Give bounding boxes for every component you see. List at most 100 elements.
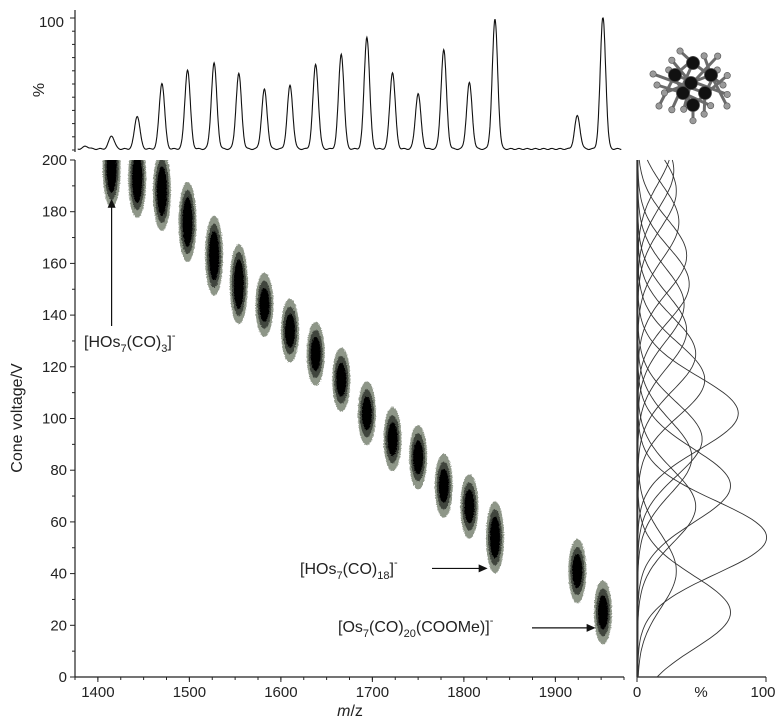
osmium-atom <box>668 68 682 82</box>
osmium-atom <box>686 56 700 70</box>
x-tick-label-1700: 1700 <box>356 684 389 701</box>
ligand-atom <box>723 90 731 98</box>
heatmap-spots <box>102 160 612 645</box>
right-x-axis-label: % <box>694 684 707 701</box>
ligand-atom <box>668 106 676 114</box>
profile-curve-15 <box>637 159 677 677</box>
x-tick-label-1400: 1400 <box>81 684 114 701</box>
annotation-os7-co20-coome: [Os7(CO)20(COOMe)]- <box>338 615 596 640</box>
y-tick-label-140: 140 <box>42 307 67 324</box>
heatmap-spot <box>306 321 325 386</box>
ligand-atom <box>723 102 731 110</box>
heatmap-spot <box>205 215 224 296</box>
ligand-atom <box>700 52 708 60</box>
annotation-hos7-co3: [HOs7(CO)3]- <box>84 198 176 355</box>
spot-core <box>489 516 500 559</box>
top-spectrum-line <box>77 17 622 151</box>
top-spectrum-panel: 100 % <box>31 10 622 152</box>
profile-curve-1 <box>637 160 677 678</box>
spot-core <box>310 336 321 371</box>
annotation-hos7-co18-arrowhead <box>478 564 488 573</box>
spot-core <box>387 422 398 457</box>
spot-core <box>209 230 220 281</box>
osmium-cluster-illustration <box>649 47 731 125</box>
osmium-atom <box>704 68 718 82</box>
profile-curve-6 <box>637 160 703 677</box>
annotation-hos7-co3-arrowhead <box>107 198 116 208</box>
ligand-atom <box>660 89 668 97</box>
spot-core <box>259 287 270 322</box>
y-axis-label: Cone voltage/V <box>9 363 26 473</box>
heatmap-spot <box>434 453 453 518</box>
spot-core <box>182 197 193 248</box>
y-tick-label-200: 200 <box>42 152 67 169</box>
heatmap-spot <box>178 182 197 263</box>
annotations: [HOs7(CO)3]- [HOs7(CO)18]- [Os7(CO)20(CO… <box>84 198 596 640</box>
heatmap-panel: 1400 1500 1600 1700 1800 1900 0 20 40 60 80 100 120… <box>9 152 625 720</box>
heatmap-spot <box>409 425 428 490</box>
ligand-atom <box>668 56 676 64</box>
spot-core <box>361 396 372 431</box>
heatmap-spot <box>102 160 121 208</box>
osmium-atom <box>676 86 690 100</box>
right-profile-panel: 0 % 100 <box>633 159 776 701</box>
annotation-hos7-co18: [HOs7(CO)18]- <box>300 557 488 582</box>
profile-curve-8 <box>637 160 706 677</box>
spot-core <box>156 166 167 217</box>
profile-curve-7 <box>637 160 739 677</box>
osmium-atom <box>698 86 712 100</box>
spot-core <box>336 362 347 397</box>
annotation-hos7-co18-label: [HOs7(CO)18]- <box>300 557 398 582</box>
ligand-atom <box>719 81 727 89</box>
x-axis-label-m: m <box>337 703 350 720</box>
y-tick-label-80: 80 <box>50 462 67 479</box>
heatmap-spot <box>593 580 612 645</box>
right-profile-curves <box>637 159 768 678</box>
profile-curve-10 <box>637 160 688 677</box>
spot-core <box>572 554 583 589</box>
annotation-os7-co20-coome-arrowhead <box>586 623 596 632</box>
annotation-os7-co20-coome-label: [Os7(CO)20(COOMe)]- <box>338 615 494 640</box>
top-y-axis-label: % <box>31 83 48 97</box>
heatmap-spot <box>568 539 587 604</box>
profile-curve-13 <box>637 159 688 677</box>
x-axis-ticks: 1400 1500 1600 1700 1800 1900 <box>74 677 625 701</box>
heatmap-spot <box>255 272 274 337</box>
spot-core <box>464 489 475 524</box>
heatmap-spot <box>357 381 376 446</box>
profile-curve-14 <box>637 159 680 677</box>
heatmap-spot <box>460 474 479 539</box>
x-tick-label-1800: 1800 <box>447 684 480 701</box>
ligand-atom <box>707 102 715 110</box>
heatmap-spot <box>332 347 351 412</box>
ligand-atom <box>655 102 663 110</box>
x-tick-label-1500: 1500 <box>173 684 206 701</box>
annotation-hos7-co3-label: [HOs7(CO)3]- <box>84 330 176 355</box>
ligand-atom <box>653 81 661 89</box>
y-tick-label-20: 20 <box>50 617 67 634</box>
right-x-tick-label-100: 100 <box>750 684 775 701</box>
y-tick-label-100: 100 <box>42 411 67 428</box>
y-tick-label-40: 40 <box>50 566 67 583</box>
profile-curve-2 <box>637 160 768 678</box>
spot-core <box>413 440 424 475</box>
heatmap-spot <box>383 407 402 472</box>
ligand-atom <box>649 70 657 78</box>
y-tick-label-60: 60 <box>50 514 67 531</box>
heatmap-spot <box>485 501 504 574</box>
spot-core <box>438 468 449 503</box>
ligand-atom <box>676 47 684 55</box>
ligand-atom <box>714 52 722 60</box>
ligand-atom <box>680 105 688 113</box>
ligand-atom <box>689 117 697 125</box>
y-tick-label-180: 180 <box>42 204 67 221</box>
spot-core <box>106 160 117 193</box>
spot-core <box>233 259 244 310</box>
top-y-axis-ticks <box>70 17 75 151</box>
heatmap-spot <box>281 298 300 363</box>
osmium-atom <box>686 98 700 112</box>
x-axis-label: m/z <box>337 703 363 720</box>
heatmap-spot <box>152 160 171 232</box>
